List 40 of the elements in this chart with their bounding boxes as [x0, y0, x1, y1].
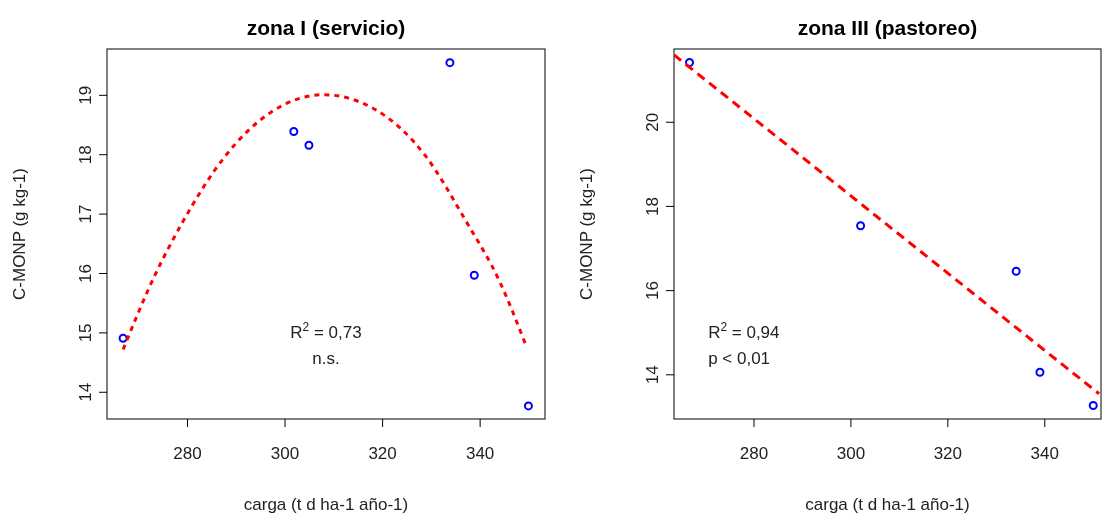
x-tick-label: 340 [465, 444, 495, 463]
annotation: p < 0,01 [708, 348, 771, 368]
x-tick-label: 300 [270, 444, 300, 463]
point [1035, 367, 1045, 377]
x-axis-title: carga (t d ha-1 año-1) [805, 495, 970, 514]
point [289, 127, 299, 137]
point [469, 270, 479, 280]
x-tick-label: 320 [368, 444, 397, 463]
x-tick-label: 280 [739, 444, 769, 463]
x-axis-title: carga (t d ha-1 año-1) [243, 495, 409, 514]
y-tick-label: 20 [643, 112, 662, 132]
y-tick-label: 16 [643, 281, 662, 301]
y-axis-title: C-MONP (g kg-1) [10, 168, 29, 300]
x-tick-label: 300 [836, 444, 866, 463]
y-axis-title: C-MONP (g kg-1) [577, 168, 596, 300]
y-tick-label: 17 [76, 204, 95, 224]
annotation: R$^{2}$ = 0,73 [290, 319, 362, 342]
chart-title: zona III (pastoreo) [797, 16, 978, 39]
point [445, 58, 455, 68]
line-series [121, 93, 527, 352]
y-tick-label: 15 [76, 323, 95, 343]
y-tick-label: 14 [76, 382, 95, 402]
y-tick-label: 14 [643, 365, 662, 385]
y-tick-label: 18 [643, 196, 662, 216]
y-tick-label: 19 [76, 85, 95, 105]
y-tick-label: 18 [76, 145, 95, 165]
y-tick-label: 16 [76, 264, 95, 283]
x-tick-label: 320 [933, 444, 963, 463]
point [856, 221, 866, 231]
x-tick-label: 280 [173, 444, 202, 463]
annotation: R$^{2}$ = 0,94 [708, 319, 780, 342]
point [685, 57, 695, 67]
annotation: n.s. [312, 348, 340, 368]
x-tick-label: 340 [1030, 444, 1059, 463]
point [1088, 401, 1098, 411]
point [1011, 266, 1021, 276]
point [304, 140, 314, 150]
chart-title: zona I (servicio) [246, 16, 406, 39]
point [523, 401, 533, 411]
point [118, 333, 128, 343]
